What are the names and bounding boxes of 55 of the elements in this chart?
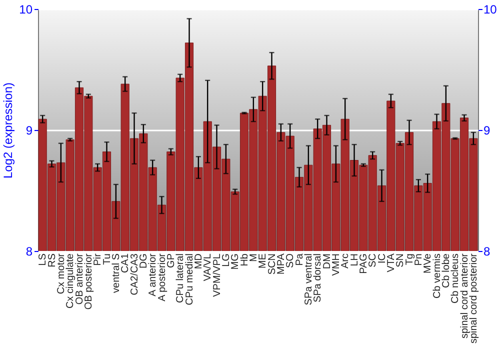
- x-tick-label: SPa ventral: [303, 254, 314, 306]
- x-tick-label: DG: [138, 253, 150, 268]
- x-tick-label: Hb: [239, 253, 250, 266]
- x-tick-label: OB anterior: [74, 252, 86, 305]
- y-tick-label: 10: [19, 2, 33, 16]
- x-tick-label: MD: [193, 254, 204, 270]
- x-tick-label: LS: [38, 253, 49, 266]
- x-tick-label: VA/VL: [202, 253, 214, 282]
- x-tick-label: Pa: [294, 253, 306, 266]
- x-tick-label: CA2/CA3: [129, 253, 140, 296]
- x-tick-label: Cb nucleus: [450, 254, 462, 304]
- x-tick-label: SO: [285, 253, 296, 268]
- x-tick-label: LH: [349, 254, 360, 266]
- x-tick-label: VMH: [330, 254, 342, 276]
- x-tick-label: CPu lateral: [175, 254, 186, 303]
- x-tick-label: MVe: [422, 253, 434, 274]
- x-tick-label: Arc: [340, 254, 352, 268]
- x-tick-label: LG: [220, 253, 232, 267]
- y-axis-title: Log2 (expression): [1, 82, 16, 179]
- x-tick-label: Cx motor: [56, 252, 67, 294]
- x-tick-label: MPA: [276, 253, 287, 274]
- x-tick-label: ME: [258, 253, 269, 268]
- x-tick-label: Cx cingulate: [65, 253, 76, 309]
- x-tick-label: OB posterior: [83, 252, 94, 310]
- x-tick-label: A anterior: [148, 252, 159, 296]
- x-tick-label: IC: [376, 254, 388, 264]
- y-tick-label: 9: [26, 124, 33, 138]
- x-tick-label: SC: [368, 254, 379, 268]
- x-tick-label: Tg: [404, 254, 416, 266]
- x-tick-label: SN: [395, 254, 406, 268]
- x-tick-label: SCN: [266, 254, 278, 275]
- x-tick-label: CA1: [120, 253, 132, 273]
- x-tick-label: spinal cord posterior: [468, 252, 480, 344]
- x-tick-label: VPM/VPL: [212, 253, 223, 297]
- x-tick-label: Cb vermis: [432, 254, 443, 299]
- x-tick-label: VTA: [386, 253, 397, 272]
- y2-tick-label: 10: [484, 2, 498, 16]
- x-tick-label: DM: [322, 254, 333, 270]
- x-tick-label: ventral S: [110, 253, 122, 293]
- x-tick-label: Pn: [413, 254, 424, 266]
- x-tick-label: CPu medial: [184, 254, 196, 306]
- x-tick-label: Cb lobe: [440, 253, 452, 288]
- x-tick-label: spinal cord anterior: [459, 252, 470, 339]
- x-tick-label: Tu: [102, 254, 113, 265]
- x-tick-label: Pir: [92, 252, 104, 266]
- y-tick-label: 8: [26, 244, 33, 258]
- x-tick-label: RS: [46, 253, 58, 268]
- x-tick-label: GP: [166, 253, 177, 268]
- x-tick-label: MG: [230, 253, 242, 270]
- y2-tick-label: 9: [484, 124, 490, 138]
- x-tick-label: PAG: [358, 253, 370, 274]
- x-tick-label: A posterior: [156, 252, 168, 302]
- x-tick-label: M: [248, 254, 260, 262]
- x-tick-label: SPa dorsal: [312, 254, 324, 302]
- y2-tick-label: 8: [484, 244, 490, 258]
